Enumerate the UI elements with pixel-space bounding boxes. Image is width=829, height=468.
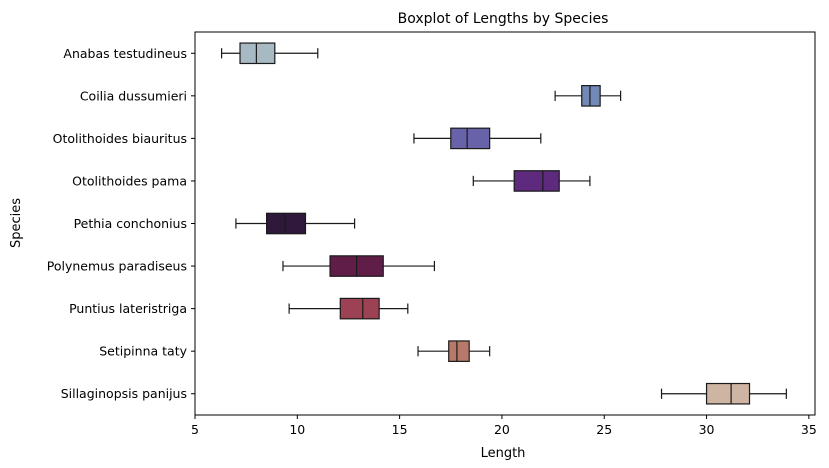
y-tick-label: Setipinna taty bbox=[99, 344, 187, 359]
y-tick-label: Otolithoides pama bbox=[72, 173, 187, 188]
y-tick-label: Sillaginopsis panijus bbox=[61, 386, 187, 401]
iqr-box bbox=[448, 340, 470, 362]
iqr-box bbox=[705, 382, 751, 405]
y-tick-label: Coilia dussumieri bbox=[80, 88, 187, 103]
x-tick-label: 15 bbox=[392, 422, 408, 437]
y-tick-label: Anabas testudineus bbox=[63, 46, 187, 61]
x-axis-label: Length bbox=[481, 446, 526, 461]
iqr-box bbox=[450, 127, 491, 150]
box-group bbox=[417, 340, 491, 362]
y-tick-label: Polynemus paradiseus bbox=[47, 259, 187, 274]
y-tick-label: Puntius lateristriga bbox=[69, 301, 187, 316]
x-tick-label: 35 bbox=[801, 422, 817, 437]
box-group bbox=[660, 382, 787, 405]
y-tick-label: Pethia conchonius bbox=[74, 216, 187, 231]
x-tick-label: 20 bbox=[494, 422, 510, 437]
x-tick-label: 25 bbox=[596, 422, 612, 437]
plot-frame bbox=[194, 31, 816, 416]
y-tick-label: Otolithoides biauritus bbox=[53, 131, 187, 146]
box-group bbox=[554, 85, 622, 107]
box-group bbox=[235, 212, 356, 235]
x-tick-label: 30 bbox=[699, 422, 715, 437]
box-group bbox=[413, 127, 542, 150]
axes-layer: Anabas testudineus Coilia dussumieri Otoli… bbox=[47, 46, 817, 437]
iqr-box bbox=[266, 212, 307, 235]
x-tick-label: 5 bbox=[191, 422, 199, 437]
x-tick-label: 10 bbox=[289, 422, 305, 437]
iqr-box bbox=[513, 170, 560, 192]
box-group bbox=[282, 255, 436, 277]
iqr-box bbox=[339, 297, 380, 320]
boxes-layer bbox=[221, 42, 787, 405]
iqr-box bbox=[239, 42, 276, 65]
box-group bbox=[221, 42, 319, 65]
box-group bbox=[472, 170, 591, 192]
box-group bbox=[288, 297, 409, 320]
chart-title: Boxplot of Lengths by Species bbox=[398, 11, 609, 27]
y-axis-label: Species bbox=[9, 198, 24, 248]
iqr-box bbox=[581, 85, 601, 107]
